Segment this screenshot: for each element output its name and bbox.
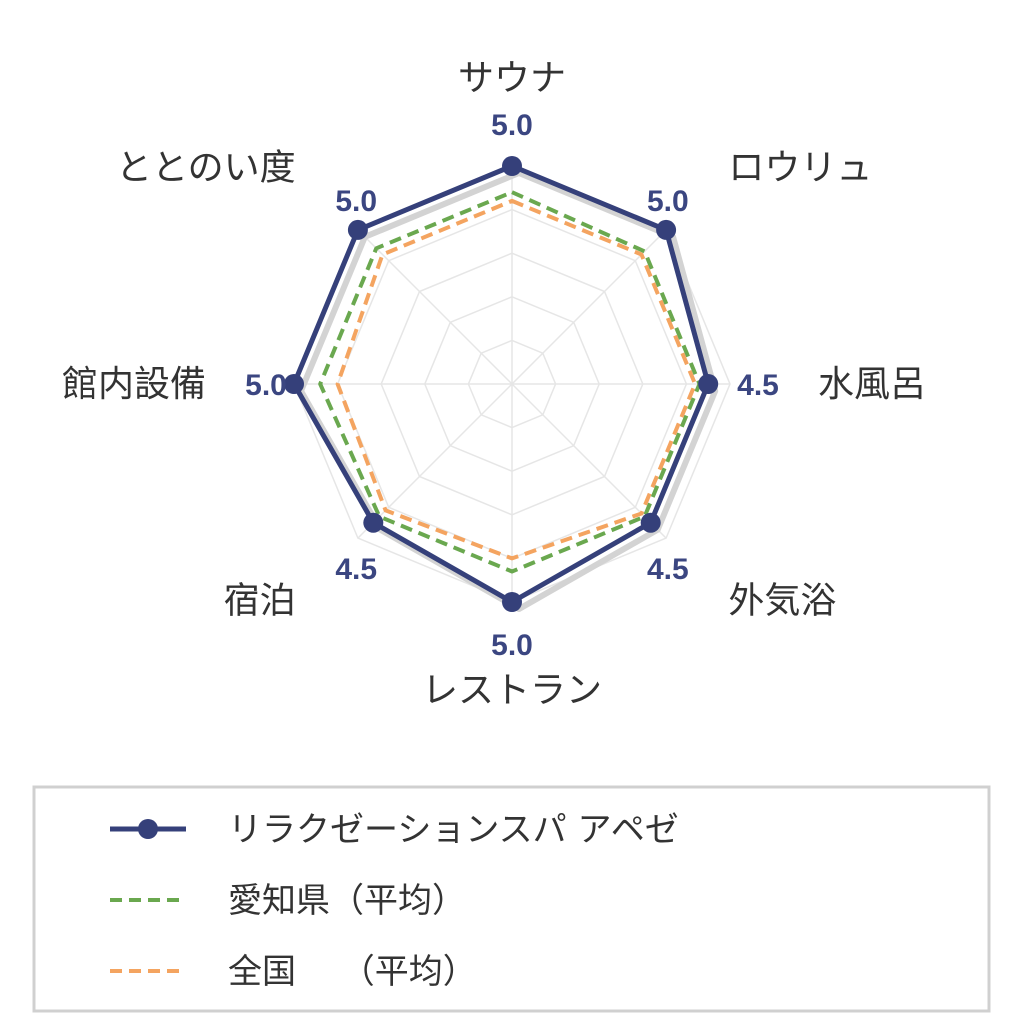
grid-spoke [357, 229, 513, 385]
value-label: 5.0 [335, 185, 377, 218]
series-2 [335, 198, 698, 561]
legend-box [32, 785, 991, 1013]
value-label: 4.5 [647, 553, 689, 586]
data-point [656, 219, 677, 240]
data-point [347, 219, 368, 240]
grid-spoke [357, 383, 513, 539]
legend-label: リラクゼーションスパ アペゼ [228, 810, 679, 850]
legend-item: 愛知県（平均） [110, 881, 466, 921]
axis-label: 宿泊 [224, 580, 296, 621]
value-label: 5.0 [491, 109, 533, 142]
data-point [640, 512, 661, 533]
value-label: 5.0 [245, 369, 287, 402]
axis-label: ととのい度 [116, 148, 296, 189]
data-point [363, 512, 384, 533]
series-0 [284, 156, 719, 612]
data-point [698, 374, 719, 394]
series-layer [284, 156, 719, 612]
value-label: 5.0 [491, 629, 533, 662]
legend-label: 愛知県（平均） [228, 881, 466, 921]
data-point [502, 156, 522, 176]
series-line [335, 198, 698, 561]
value-label: 4.5 [335, 553, 377, 586]
data-point [502, 592, 522, 612]
legend-item: 全国 （平均） [110, 952, 477, 992]
axis-label: ロウリュ [728, 148, 872, 189]
labels: サウナ 5.0 ロウリュ 5.0 水風呂 4.5 外気浴 4.5 レストラン 5.0 宿泊 4.5 館内… [62, 58, 926, 711]
series-line [318, 190, 702, 574]
series-1 [318, 190, 702, 574]
axis-label: 外気浴 [728, 580, 836, 621]
value-label: 4.5 [737, 369, 779, 402]
axis-label: サウナ [458, 58, 566, 99]
legend-marker [138, 819, 158, 839]
value-label: 5.0 [647, 185, 689, 218]
data-point [284, 374, 304, 394]
legend-item: リラクゼーションスパ アペゼ [110, 810, 679, 850]
legend-label: 全国 （平均） [228, 952, 477, 992]
axis-label: レストラン [422, 670, 602, 711]
axis-label: 館内設備 [62, 364, 206, 405]
axis-label: 水風呂 [818, 364, 926, 405]
